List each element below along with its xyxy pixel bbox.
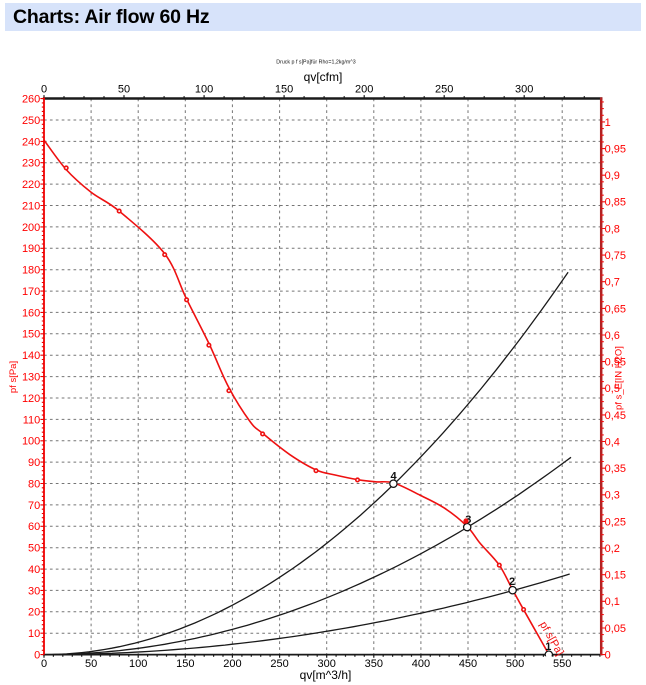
svg-text:90: 90	[28, 457, 40, 469]
svg-text:0,1: 0,1	[605, 596, 620, 608]
svg-text:0: 0	[34, 650, 40, 662]
svg-text:0,95: 0,95	[605, 144, 626, 156]
svg-text:300: 300	[515, 84, 533, 96]
svg-text:0,55: 0,55	[605, 357, 626, 369]
svg-text:0: 0	[605, 650, 611, 662]
svg-text:250: 250	[22, 115, 40, 127]
svg-text:0,3: 0,3	[605, 490, 620, 502]
svg-text:0: 0	[41, 84, 47, 96]
svg-text:150: 150	[275, 84, 293, 96]
svg-text:100: 100	[129, 658, 147, 670]
svg-text:70: 70	[28, 500, 40, 512]
svg-text:Druck p f s[Pa]für Rho=1,2kg/m: Druck p f s[Pa]für Rho=1,2kg/m^3	[276, 60, 356, 66]
svg-text:190: 190	[22, 243, 40, 255]
svg-text:260: 260	[22, 94, 40, 106]
svg-text:40: 40	[28, 564, 40, 576]
svg-text:0,8: 0,8	[605, 223, 620, 235]
svg-text:450: 450	[459, 658, 477, 670]
svg-text:230: 230	[22, 158, 40, 170]
svg-text:2: 2	[509, 576, 515, 588]
svg-text:180: 180	[22, 265, 40, 277]
svg-text:200: 200	[22, 222, 40, 234]
svg-text:100: 100	[22, 436, 40, 448]
svg-text:0,6: 0,6	[605, 330, 620, 342]
svg-text:100: 100	[195, 84, 213, 96]
svg-text:pf s[Pa]: pf s[Pa]	[8, 361, 19, 393]
svg-text:0,35: 0,35	[605, 463, 626, 475]
svg-text:150: 150	[176, 658, 194, 670]
svg-text:110: 110	[23, 414, 41, 426]
svg-text:170: 170	[22, 286, 40, 298]
svg-text:0,15: 0,15	[605, 570, 626, 582]
svg-text:0,25: 0,25	[605, 516, 626, 528]
svg-text:50: 50	[118, 84, 130, 96]
svg-text:300: 300	[318, 658, 336, 670]
svg-text:550: 550	[553, 658, 571, 670]
svg-text:1: 1	[605, 117, 611, 129]
svg-text:250: 250	[270, 658, 288, 670]
svg-text:0,65: 0,65	[605, 303, 626, 315]
svg-text:400: 400	[412, 658, 430, 670]
svg-text:50: 50	[28, 543, 40, 555]
svg-text:qv[cfm]: qv[cfm]	[304, 70, 343, 84]
svg-text:4: 4	[390, 471, 397, 483]
svg-text:160: 160	[22, 307, 40, 319]
svg-text:50: 50	[85, 658, 97, 670]
svg-text:140: 140	[22, 350, 40, 362]
svg-text:0,45: 0,45	[605, 410, 626, 422]
svg-text:0,9: 0,9	[605, 170, 620, 182]
svg-text:10: 10	[28, 628, 40, 640]
svg-text:0,05: 0,05	[605, 623, 626, 635]
svg-text:200: 200	[355, 84, 373, 96]
svg-text:210: 210	[22, 200, 40, 212]
svg-text:250: 250	[435, 84, 453, 96]
svg-text:0,7: 0,7	[605, 277, 620, 289]
svg-text:0,5: 0,5	[605, 383, 620, 395]
svg-text:pf s_E[IN H2O]: pf s_E[IN H2O]	[614, 346, 625, 410]
svg-text:200: 200	[223, 658, 241, 670]
svg-text:0,4: 0,4	[605, 436, 620, 448]
svg-text:60: 60	[28, 521, 40, 533]
svg-text:qv[m^3/h]: qv[m^3/h]	[300, 668, 352, 682]
svg-text:3: 3	[465, 514, 471, 526]
svg-text:30: 30	[28, 585, 40, 597]
svg-text:220: 220	[22, 179, 40, 191]
svg-text:1: 1	[545, 641, 551, 653]
svg-text:0,85: 0,85	[605, 197, 626, 209]
svg-text:0,75: 0,75	[605, 250, 626, 262]
svg-text:150: 150	[22, 329, 40, 341]
svg-text:240: 240	[22, 136, 40, 148]
svg-text:120: 120	[22, 393, 40, 405]
svg-text:350: 350	[365, 658, 383, 670]
svg-text:80: 80	[28, 478, 40, 490]
svg-text:130: 130	[22, 372, 40, 384]
svg-text:0: 0	[41, 658, 47, 670]
svg-text:20: 20	[28, 607, 40, 619]
svg-text:0,2: 0,2	[605, 543, 620, 555]
svg-text:500: 500	[506, 658, 524, 670]
